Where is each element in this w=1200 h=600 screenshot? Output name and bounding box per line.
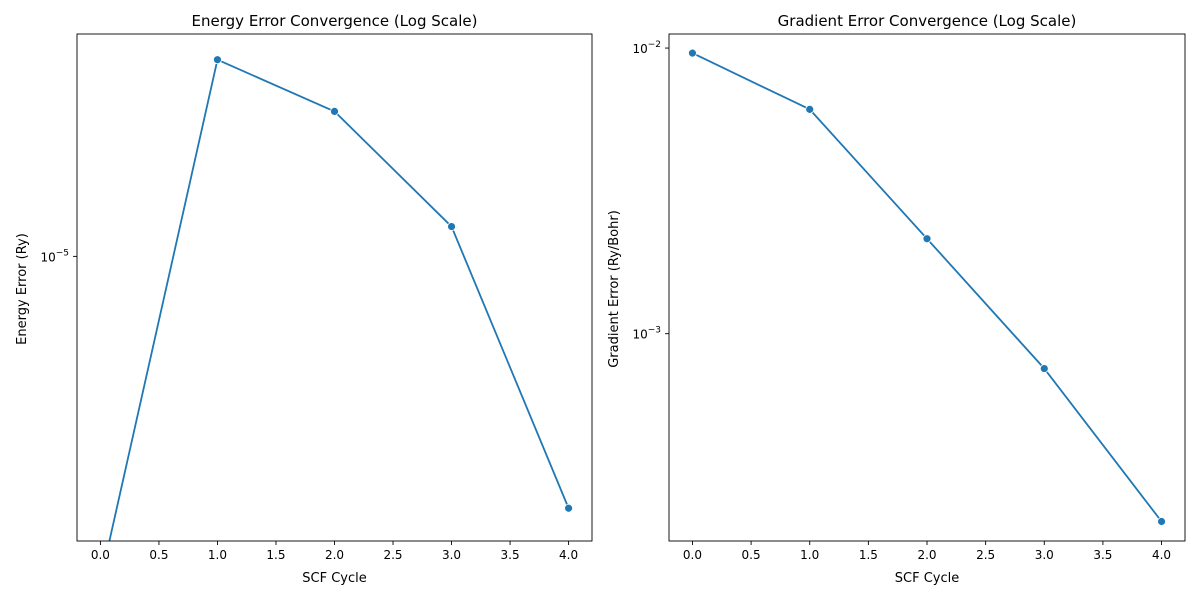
energy-chart-frame <box>76 33 593 542</box>
gradient-x-tick-label: 0.5 <box>742 548 761 562</box>
energy-y-tick-label: 10−5 <box>40 248 69 264</box>
gradient-x-tick-label: 3.5 <box>1093 548 1112 562</box>
gradient-chart-title: Gradient Error Convergence (Log Scale) <box>778 12 1077 30</box>
energy-data-point <box>564 503 573 513</box>
energy-x-tick-label: 3.5 <box>501 548 520 562</box>
energy-data-point <box>213 55 222 65</box>
energy-chart-plot-area <box>108 55 573 541</box>
energy-error-chart: Energy Error Convergence (Log Scale) SCF… <box>15 12 593 586</box>
energy-series-line <box>108 58 570 541</box>
gradient-x-tick-label: 3.0 <box>1035 548 1054 562</box>
gradient-x-tick-label: 2.5 <box>976 548 995 562</box>
energy-x-tick-label: 4.0 <box>559 548 578 562</box>
energy-data-point <box>330 106 339 116</box>
energy-chart-title: Energy Error Convergence (Log Scale) <box>192 12 478 30</box>
gradient-chart-xlabel: SCF Cycle <box>895 571 959 586</box>
energy-x-tick-label: 2.5 <box>383 548 402 562</box>
energy-x-tick-label: 2.0 <box>325 548 344 562</box>
energy-x-tick-label: 0.5 <box>149 548 168 562</box>
gradient-data-point <box>1157 517 1166 526</box>
energy-x-tick-label: 0.0 <box>91 548 110 562</box>
gradient-chart-ylabel: Gradient Error (Ry/Bohr) <box>607 210 622 368</box>
energy-chart-ylabel: Energy Error (Ry) <box>15 233 30 345</box>
energy-x-tick-label: 3.0 <box>442 548 461 562</box>
gradient-y-tick-label: 10−3 <box>632 326 661 342</box>
gradient-data-point <box>688 48 697 58</box>
gradient-chart-plot-area <box>688 48 1166 526</box>
energy-data-point <box>447 222 456 231</box>
gradient-data-point <box>922 234 932 244</box>
energy-x-tick-label: 1.0 <box>208 548 227 562</box>
gradient-x-tick-label: 4.0 <box>1152 548 1171 562</box>
gradient-data-point <box>1039 364 1049 373</box>
gradient-x-tick-label: 2.0 <box>917 548 936 562</box>
gradient-series-line <box>692 52 1163 523</box>
gradient-error-chart: Gradient Error Convergence (Log Scale) S… <box>607 12 1186 586</box>
gradient-y-tick-label: 10−2 <box>632 40 661 56</box>
gradient-chart-frame <box>668 33 1186 542</box>
energy-chart-xlabel: SCF Cycle <box>302 571 366 586</box>
gradient-x-tick-label: 1.0 <box>800 548 819 562</box>
gradient-chart-y-ticks: 10−3 10−2 <box>632 40 669 342</box>
energy-chart-x-ticks: 0.0 0.5 1.0 1.5 2.0 2.5 3.0 3.5 4.0 <box>91 541 578 562</box>
gradient-x-tick-label: 0.0 <box>683 548 702 562</box>
energy-x-tick-label: 1.5 <box>266 548 285 562</box>
gradient-chart-x-ticks: 0.0 0.5 1.0 1.5 2.0 2.5 3.0 3.5 4.0 <box>683 541 1171 562</box>
gradient-data-point <box>805 104 815 114</box>
energy-chart-y-ticks: 10−5 <box>40 248 77 264</box>
gradient-x-tick-label: 1.5 <box>859 548 878 562</box>
